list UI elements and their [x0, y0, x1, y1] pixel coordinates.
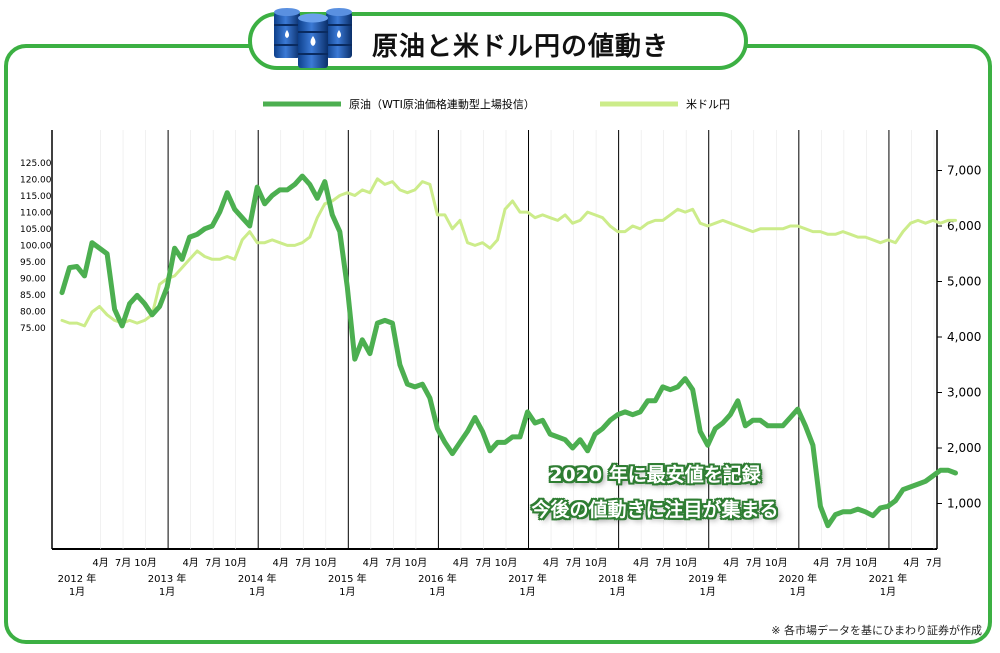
- left-tick-label: 125.00: [20, 159, 52, 169]
- x-year-label: 2019 年: [688, 572, 727, 585]
- x-year-sub-label: 1月: [700, 586, 716, 598]
- right-tick-label: 7,000: [947, 164, 981, 178]
- x-year-label: 2016 年: [418, 572, 457, 585]
- x-month-label: 10月: [495, 557, 518, 569]
- x-month-label: 4月: [543, 557, 559, 569]
- x-month-label: 4月: [92, 557, 108, 569]
- left-tick-label: 75.00: [20, 324, 46, 334]
- x-year-label: 2020 年: [779, 572, 818, 585]
- source-footnote: ※ 各市場データを基にひまわり証券が作成: [771, 624, 982, 637]
- x-month-label: 7月: [295, 557, 311, 569]
- x-month-label: 7月: [115, 557, 131, 569]
- x-month-label: 4月: [723, 557, 739, 569]
- right-tick-label: 4,000: [947, 330, 981, 344]
- callout-line-1: 2020 年に最安値を記録: [549, 464, 761, 486]
- x-month-label: 10月: [134, 557, 157, 569]
- x-month-label: 10月: [405, 557, 428, 569]
- left-tick-label: 120.00: [20, 176, 52, 186]
- x-month-label: 4月: [903, 557, 919, 569]
- legend-label-oil: 原油（WTI原油価格連動型上場投信）: [349, 97, 535, 111]
- left-tick-label: 100.00: [20, 242, 52, 252]
- x-month-label: 7月: [205, 557, 221, 569]
- x-month-label: 4月: [633, 557, 649, 569]
- left-tick-label: 80.00: [20, 308, 46, 318]
- right-tick-label: 6,000: [947, 219, 981, 233]
- left-tick-label: 90.00: [20, 275, 46, 285]
- x-year-sub-label: 1月: [159, 586, 175, 598]
- x-month-label: 7月: [385, 557, 401, 569]
- legend-label-usdjpy: 米ドル円: [686, 98, 730, 111]
- x-month-label: 7月: [926, 557, 942, 569]
- x-month-label: 4月: [273, 557, 289, 569]
- x-year-label: 2014 年: [238, 572, 277, 585]
- left-tick-label: 115.00: [20, 192, 52, 202]
- right-tick-label: 2,000: [947, 441, 981, 455]
- right-tick-label: 1,000: [947, 497, 981, 511]
- x-month-label: 4月: [363, 557, 379, 569]
- chart-frame: [4, 44, 992, 644]
- x-year-sub-label: 1月: [609, 586, 625, 598]
- x-year-label: 2021 年: [869, 572, 908, 585]
- x-month-label: 7月: [746, 557, 762, 569]
- x-year-sub-label: 1月: [69, 586, 85, 598]
- left-tick-label: 110.00: [20, 209, 52, 219]
- x-month-label: 10月: [675, 557, 698, 569]
- x-year-sub-label: 1月: [339, 586, 355, 598]
- x-month-label: 10月: [585, 557, 608, 569]
- x-month-label: 7月: [565, 557, 581, 569]
- x-year-sub-label: 1月: [429, 586, 445, 598]
- x-year-sub-label: 1月: [249, 586, 265, 598]
- left-tick-label: 85.00: [20, 291, 46, 301]
- x-month-label: 4月: [182, 557, 198, 569]
- right-tick-label: 5,000: [947, 275, 981, 289]
- right-tick-label: 3,000: [947, 386, 981, 400]
- x-year-label: 2013 年: [148, 572, 187, 585]
- x-year-sub-label: 1月: [519, 586, 535, 598]
- x-year-label: 2015 年: [328, 572, 367, 585]
- x-year-label: 2012 年: [58, 572, 97, 585]
- x-month-label: 10月: [855, 557, 878, 569]
- x-month-label: 7月: [475, 557, 491, 569]
- x-month-label: 7月: [836, 557, 852, 569]
- x-year-label: 2018 年: [598, 572, 637, 585]
- x-month-label: 10月: [224, 557, 247, 569]
- x-month-label: 4月: [453, 557, 469, 569]
- left-tick-label: 95.00: [20, 258, 46, 268]
- page-title: 原油と米ドル円の値動き: [372, 32, 670, 62]
- x-month-label: 7月: [655, 557, 671, 569]
- left-tick-label: 105.00: [20, 225, 52, 235]
- x-year-sub-label: 1月: [880, 586, 896, 598]
- x-month-label: 10月: [314, 557, 337, 569]
- callout-line-2: 今後の値動きに注目が集まる: [531, 499, 779, 521]
- x-month-label: 4月: [813, 557, 829, 569]
- oil-barrels-icon: [274, 8, 352, 68]
- x-month-label: 10月: [765, 557, 788, 569]
- series-line-usdjpy: [60, 177, 957, 328]
- x-year-sub-label: 1月: [790, 586, 806, 598]
- x-year-label: 2017 年: [508, 572, 547, 585]
- series-line-oil: [59, 173, 958, 529]
